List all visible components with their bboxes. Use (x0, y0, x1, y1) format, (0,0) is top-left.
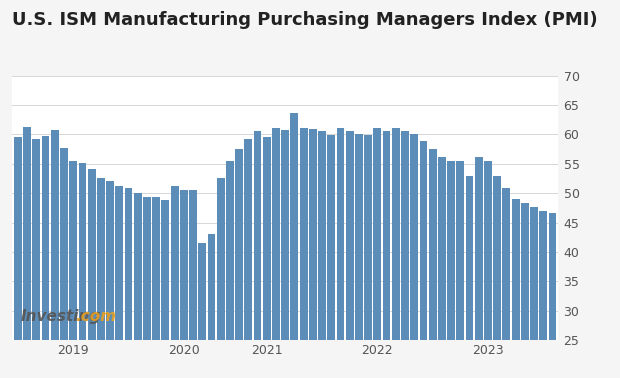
Bar (51, 130, 59, 340)
Bar (189, 190, 197, 340)
Bar (217, 178, 224, 340)
Bar (125, 188, 133, 340)
Bar (549, 212, 556, 340)
Bar (346, 131, 353, 340)
Bar (299, 128, 308, 340)
Bar (410, 135, 418, 340)
Bar (161, 200, 169, 340)
Bar (272, 128, 280, 340)
Bar (494, 175, 501, 340)
Bar (106, 181, 114, 340)
Bar (318, 131, 326, 340)
Bar (392, 128, 400, 340)
Bar (309, 129, 317, 340)
Text: U.S. ISM Manufacturing Purchasing Managers Index (PMI): U.S. ISM Manufacturing Purchasing Manage… (12, 11, 598, 29)
Bar (327, 135, 335, 340)
Bar (134, 193, 141, 340)
Bar (383, 131, 391, 340)
Bar (14, 137, 22, 340)
Bar (153, 197, 160, 340)
Bar (337, 128, 345, 340)
Bar (198, 243, 206, 340)
Bar (254, 131, 262, 340)
Bar (512, 199, 520, 340)
Bar (484, 161, 492, 340)
Bar (143, 197, 151, 340)
Bar (69, 161, 77, 340)
Bar (88, 169, 95, 340)
Bar (170, 186, 179, 340)
Bar (291, 113, 298, 340)
Text: Investing: Investing (20, 309, 101, 324)
Bar (530, 207, 538, 340)
Bar (79, 163, 86, 340)
Bar (180, 190, 188, 340)
Bar (401, 131, 409, 340)
Text: .com: .com (75, 309, 117, 324)
Bar (521, 203, 529, 340)
Bar (475, 157, 482, 340)
Bar (373, 128, 381, 340)
Bar (42, 136, 50, 340)
Bar (226, 161, 234, 340)
Bar (32, 138, 40, 340)
Bar (456, 161, 464, 340)
Bar (97, 178, 105, 340)
Bar (23, 127, 31, 340)
Bar (208, 234, 215, 340)
Bar (364, 135, 372, 340)
Bar (115, 186, 123, 340)
Bar (244, 138, 252, 340)
Bar (539, 211, 547, 340)
Bar (429, 149, 436, 340)
Bar (60, 148, 68, 340)
Bar (438, 157, 446, 340)
Bar (420, 141, 427, 340)
Bar (466, 175, 474, 340)
Bar (281, 130, 289, 340)
Bar (447, 161, 455, 340)
Bar (502, 188, 510, 340)
Bar (263, 137, 271, 340)
Bar (355, 135, 363, 340)
Bar (235, 149, 243, 340)
